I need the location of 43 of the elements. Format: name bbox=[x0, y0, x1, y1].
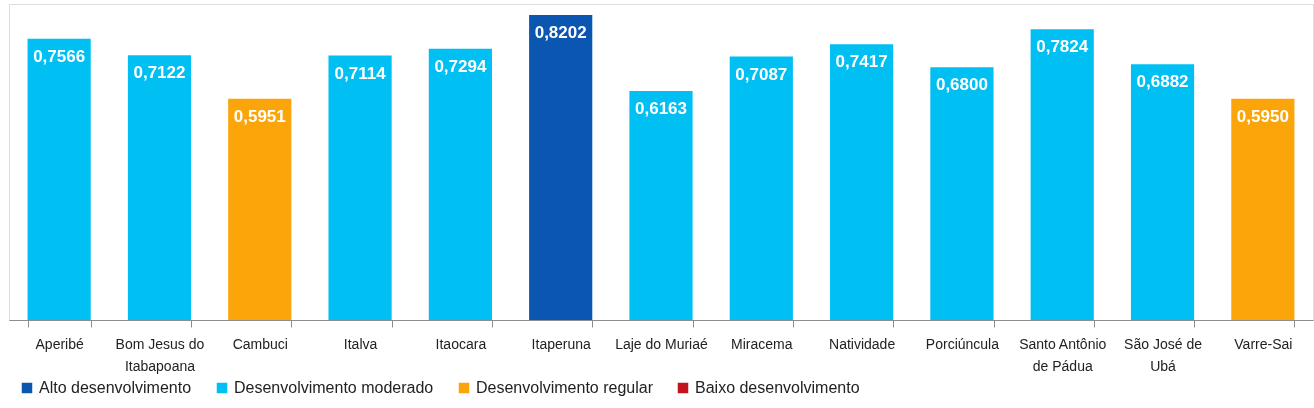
legend-label: Desenvolvimento moderado bbox=[234, 379, 434, 396]
x-tick-label: Porciúncula bbox=[925, 335, 1000, 352]
data-label: 0,6163 bbox=[635, 98, 687, 118]
x-tick-label: Italva bbox=[343, 335, 378, 352]
data-label: 0,5951 bbox=[233, 106, 286, 126]
data-label: 0,7122 bbox=[133, 63, 186, 83]
x-tick-label: Laje do Muriaé bbox=[615, 335, 709, 352]
legend-label: Baixo desenvolvimento bbox=[695, 379, 860, 396]
bar bbox=[328, 55, 392, 320]
data-label: 0,6800 bbox=[935, 75, 988, 95]
data-label: 0,5950 bbox=[1236, 106, 1289, 126]
x-tick-label: São José de Ubá bbox=[1124, 335, 1203, 374]
data-label: 0,7114 bbox=[334, 63, 387, 83]
bar bbox=[1130, 64, 1195, 320]
bar bbox=[1030, 29, 1094, 320]
x-tick-label: Itaperuna bbox=[531, 335, 591, 352]
x-tick-label: Cambuci bbox=[232, 335, 288, 352]
x-tick-label: Bom Jesus do Itabapoana bbox=[115, 335, 205, 374]
bar bbox=[428, 48, 492, 320]
data-label: 0,7566 bbox=[33, 46, 86, 66]
bar bbox=[729, 56, 793, 320]
legend-label: Desenvolvimento regular bbox=[476, 379, 654, 396]
bar bbox=[830, 44, 894, 320]
bar bbox=[1231, 98, 1295, 320]
bar bbox=[930, 67, 994, 320]
x-tick-label: Santo Antônio de Pádua bbox=[1019, 335, 1107, 374]
bar bbox=[529, 15, 593, 320]
bar bbox=[127, 55, 192, 320]
data-label: 0,7417 bbox=[835, 52, 888, 72]
legend-label: Alto desenvolvimento bbox=[39, 379, 192, 396]
data-label: 0,7294 bbox=[434, 56, 487, 76]
data-label: 0,8202 bbox=[534, 23, 587, 43]
x-tick-label: Miracema bbox=[731, 335, 793, 352]
bar bbox=[629, 90, 693, 320]
data-label: 0,7824 bbox=[1036, 37, 1089, 57]
data-label: 0,7087 bbox=[735, 64, 788, 84]
x-tick-label: Varre-Sai bbox=[1234, 335, 1293, 352]
data-label: 0,6882 bbox=[1136, 72, 1189, 92]
x-tick-label: Natividade bbox=[829, 335, 896, 352]
x-tick-label: Itaocara bbox=[435, 335, 487, 352]
bar bbox=[27, 38, 91, 320]
x-tick-label: Aperibé bbox=[35, 335, 84, 352]
bar bbox=[228, 98, 292, 320]
